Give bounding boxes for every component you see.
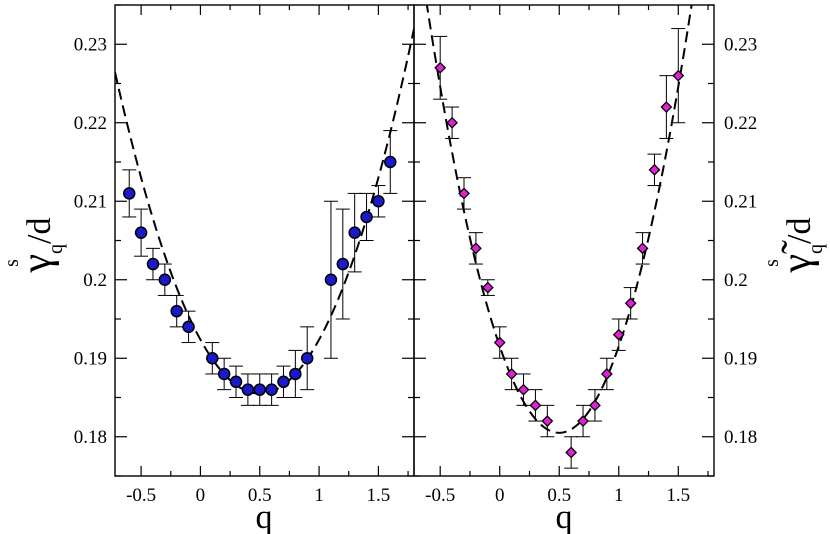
right-data-point <box>469 242 482 255</box>
left-data-point <box>158 273 172 286</box>
right-y-tick-label: 0.2 <box>724 270 748 291</box>
right-data-point <box>624 297 637 310</box>
left-data-point <box>241 383 255 396</box>
right-data-point <box>577 415 589 427</box>
right-x-tick-label: 0 <box>495 485 505 506</box>
right-ticks <box>414 4 714 477</box>
left-ticks <box>115 4 414 477</box>
right-data-point <box>600 368 613 380</box>
right-y-axis-label: γ̃q/d s <box>761 217 827 273</box>
right-ylabel-superscript: s <box>761 259 783 267</box>
left-x-axis-label: q <box>256 499 273 534</box>
left-ylabel-superscript: s <box>1 259 23 267</box>
right-data-point <box>660 101 673 113</box>
right-data-point <box>612 328 625 341</box>
left-y-axis-label: γq/d s <box>1 217 67 273</box>
left-data-point <box>324 273 338 286</box>
left-data-point <box>206 352 219 365</box>
right-data-point <box>434 61 447 74</box>
left-ylabel-subscript: q <box>45 244 67 254</box>
left-panel: -0.5 0 0.5 1 1.5 0.18 0.19 0.2 0.21 0.22 0.23 <box>74 4 415 506</box>
left-ylabel-base: γ <box>14 254 60 274</box>
right-data-point <box>565 446 578 459</box>
left-y-tick-label: 0.23 <box>74 34 107 55</box>
right-fit-curve <box>425 5 693 434</box>
left-x-tick-label: 0.5 <box>248 485 272 506</box>
left-x-tick-label: -0.5 <box>126 485 156 506</box>
right-y-tick-label: 0.23 <box>724 34 757 55</box>
left-data-point <box>384 155 397 169</box>
left-data-point <box>122 187 136 200</box>
left-x-tick-label: 1.5 <box>367 485 391 506</box>
left-data-point <box>134 226 148 239</box>
right-x-axis-label: q <box>556 499 573 534</box>
right-data-point <box>458 187 470 200</box>
left-y-tick-label: 0.19 <box>74 348 107 369</box>
right-data-point <box>589 399 601 412</box>
left-data-point <box>348 226 361 239</box>
left-data-point <box>217 367 231 381</box>
left-fit-curve <box>115 28 414 395</box>
left-data-point <box>360 210 373 224</box>
left-data-point <box>300 352 314 365</box>
left-data-point <box>146 257 160 271</box>
right-data-point <box>672 69 685 82</box>
right-x-tick-label: 1.5 <box>666 485 690 506</box>
right-data-points <box>433 28 686 469</box>
right-data-point <box>517 383 530 396</box>
left-x-tick-label: 1 <box>314 485 324 506</box>
right-data-point <box>648 163 661 176</box>
right-data-point <box>529 399 542 412</box>
left-data-point <box>277 375 290 389</box>
right-x-tick-label: 0.5 <box>547 485 571 506</box>
left-data-point <box>229 375 243 389</box>
right-data-point <box>446 116 459 129</box>
right-y-tick-label: 0.21 <box>724 191 757 212</box>
left-data-point <box>253 383 267 396</box>
right-y-tick-label: 0.18 <box>724 427 757 448</box>
left-ylabel-suffix: /d <box>21 217 58 243</box>
svg-text:γq/d: γq/d <box>14 217 67 273</box>
right-data-point <box>636 242 649 255</box>
left-data-point <box>265 383 278 396</box>
right-data-point <box>481 281 494 294</box>
right-x-tick-label: 1 <box>614 485 624 506</box>
right-ylabel-subscript: q <box>805 244 827 254</box>
left-y-tick-label: 0.2 <box>83 270 107 291</box>
right-y-tick-label: 0.19 <box>724 348 757 369</box>
left-y-tick-label: 0.21 <box>74 191 107 212</box>
left-y-tick-label: 0.22 <box>74 113 107 134</box>
left-data-point <box>372 195 385 208</box>
left-data-point <box>182 320 195 334</box>
left-data-points <box>122 130 398 406</box>
left-x-tick-label: 0 <box>196 485 206 506</box>
right-panel: -0.5 0 0.5 1 1.5 0.18 0.19 0.2 0.21 0.22 0.23 <box>413 4 757 506</box>
left-data-point <box>336 257 350 271</box>
right-data-point <box>493 336 506 349</box>
left-y-tick-label: 0.18 <box>74 427 107 448</box>
left-data-point <box>170 304 183 318</box>
right-x-tick-label: -0.5 <box>425 485 455 506</box>
right-ylabel-suffix: /d <box>781 217 818 243</box>
left-data-point <box>289 367 302 381</box>
right-data-point <box>505 368 518 380</box>
right-data-point <box>541 415 554 427</box>
right-y-tick-label: 0.22 <box>724 113 757 134</box>
